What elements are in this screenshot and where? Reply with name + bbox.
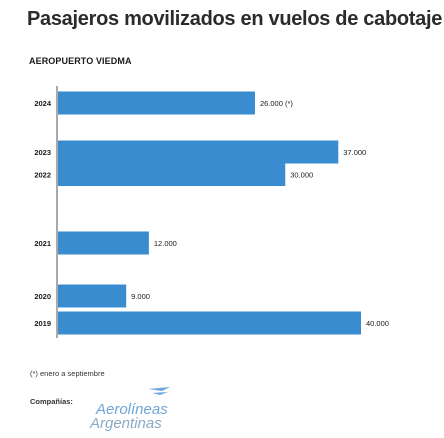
bar <box>58 284 127 308</box>
year-label: 2024 <box>34 99 52 108</box>
year-label: 2023 <box>34 148 51 157</box>
chart-title: Pasajeros movilizados en vuelos de cabot… <box>27 8 443 30</box>
bar <box>58 311 361 335</box>
logo-line-1: Aerolíneas <box>96 401 168 418</box>
value-label: 26.000 (*) <box>260 99 293 108</box>
chart-subtitle: AEROPUERTO VIEDMA <box>29 56 132 66</box>
value-label: 37.000 <box>343 148 366 157</box>
year-label: 2020 <box>34 292 51 301</box>
bird-icon <box>148 387 170 395</box>
year-label: 2022 <box>34 171 51 180</box>
bar-chart: 2024 26.000 (*) 2023 37.000 2022 30.000 2021 12… <box>34 86 389 338</box>
value-label: 9.000 <box>131 292 150 301</box>
bar <box>58 91 255 115</box>
bar <box>58 231 149 255</box>
value-label: 12.000 <box>154 239 177 248</box>
footnote: (*) enero a septiembre <box>30 369 105 378</box>
bar <box>58 140 339 164</box>
companies-label: Compañías: <box>30 397 73 406</box>
bar <box>58 163 286 186</box>
value-label: 40.000 <box>366 319 389 328</box>
value-label: 30.000 <box>290 171 313 180</box>
aerolineas-argentinas-logo: Aerolíneas Argentinas <box>86 384 176 434</box>
year-label: 2019 <box>34 319 51 328</box>
logo-line-2: Argentinas <box>90 415 162 432</box>
year-label: 2021 <box>34 239 51 248</box>
